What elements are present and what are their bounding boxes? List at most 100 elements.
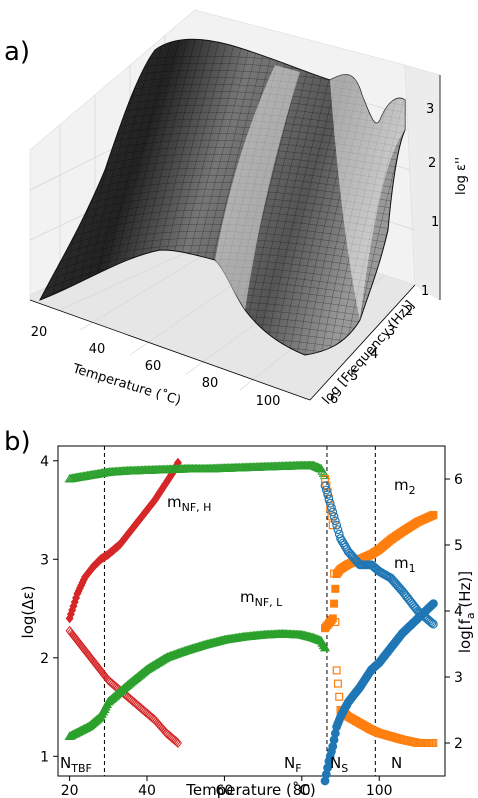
mode-label-m1: m1 (394, 554, 416, 575)
data-point (427, 618, 437, 628)
phase-main: N (60, 754, 71, 772)
x-ticks-a: 20 40 60 80 100 (31, 325, 281, 409)
y-right-tick-label: 2 (454, 736, 463, 752)
data-point (426, 617, 435, 627)
phase-label-nf: NF (284, 754, 302, 775)
surface-highlight-right (330, 74, 405, 320)
phase-label-ns: NS (330, 754, 348, 775)
mode-main: m (394, 476, 409, 494)
y-left-tick-label: 4 (40, 454, 49, 470)
x-tick-label: 80 (293, 783, 311, 798)
mode-main: m (394, 554, 409, 572)
x-tick: 20 (31, 325, 48, 340)
phase-sub: S (341, 762, 348, 775)
series-layer (64, 457, 438, 786)
mode-label-mnfl: mNF, L (240, 588, 283, 609)
data-point (329, 512, 339, 521)
data-point (333, 525, 343, 534)
x-tick-label: 100 (366, 783, 393, 798)
phase-sub: TBF (70, 762, 92, 775)
phase-main: N (391, 754, 402, 772)
mode-sub: NF, H (182, 501, 212, 514)
y-tick: 1 (421, 284, 429, 299)
y-left-ticks: 1 2 3 4 (40, 454, 58, 765)
data-point (309, 461, 320, 470)
mode-main: m (240, 588, 255, 606)
y-right-label-main: log[f (456, 618, 474, 653)
x-tick: 80 (202, 376, 219, 391)
data-point (158, 723, 167, 734)
data-point (339, 540, 349, 550)
x-ticks-b: 20 40 60 80 100 (61, 776, 393, 798)
series-m_1-right (320, 481, 438, 629)
data-point (312, 462, 323, 471)
data-point (328, 507, 338, 517)
data-point (319, 642, 331, 652)
y-right-ticks: 2 3 4 5 6 (445, 472, 463, 752)
x-tick: 100 (256, 394, 281, 409)
z-tick: 1 (431, 215, 439, 230)
mesh-line (20, 385, 420, 429)
data-point (336, 534, 345, 543)
y-right-tick-label: 3 (454, 670, 463, 686)
x-tick: 60 (145, 359, 162, 374)
data-point (332, 666, 341, 675)
series-m_NF,L-left (64, 628, 331, 741)
y-axis-edge (309, 284, 416, 401)
data-point (310, 461, 322, 471)
data-point (428, 619, 438, 629)
data-point (308, 460, 319, 470)
mode-label-mnfh: mNF, H (167, 493, 211, 514)
z-ticks-a: 1 2 3 (426, 102, 439, 230)
y-right-tick-label: 5 (454, 538, 463, 554)
data-point (429, 738, 438, 747)
y-left-tick-label: 1 (40, 749, 49, 765)
y-right-tick-label: 6 (454, 472, 463, 488)
series-m_NF,H-left (65, 457, 182, 624)
phase-main: N (284, 754, 295, 772)
mesh-line (20, 392, 420, 436)
data-point (331, 584, 340, 593)
mesh-line (20, 378, 420, 422)
data-point (337, 536, 347, 545)
x-tick-label: 40 (138, 783, 156, 798)
panel-b-label: b) (4, 427, 31, 457)
y-tick: 4 (370, 347, 378, 362)
y-left-tick-label: 2 (40, 651, 49, 667)
y-right-label-end: (Hz)] (456, 571, 474, 612)
data-point (330, 569, 339, 578)
y-right-label: log[fa (Hz)] (456, 571, 477, 653)
data-point (328, 521, 337, 530)
mode-main: m (167, 493, 182, 511)
series-m_NF,L-right (64, 460, 331, 483)
data-point (331, 617, 340, 626)
series-m_2-left (321, 510, 438, 633)
phase-main: N (330, 754, 341, 772)
data-point (332, 520, 342, 530)
mesh-line (20, 399, 420, 443)
z-tick: 2 (428, 156, 436, 171)
data-point (428, 599, 438, 609)
x-tick-label: 60 (215, 783, 233, 798)
data-point (313, 462, 324, 472)
data-point (335, 692, 344, 701)
y-ticks-a: 1 2 3 4 5 6 (330, 284, 429, 407)
data-point (338, 538, 348, 548)
data-point (154, 719, 163, 730)
y-tick: 2 (405, 304, 413, 319)
data-point (157, 722, 166, 733)
data-point (330, 516, 340, 526)
phase-label-ntbf: NTBF (60, 754, 92, 775)
plot-frame (57, 445, 446, 777)
z-tick: 3 (426, 102, 434, 117)
surface-highlight (215, 65, 300, 310)
x-label-b: Temperature (˚C) (185, 781, 315, 798)
panel-a: a) (4, 9, 469, 443)
data-point (333, 679, 342, 688)
data-point (155, 720, 164, 731)
data-point (327, 503, 336, 513)
x-tick: 40 (89, 342, 106, 357)
data-point (321, 485, 331, 495)
y-tick: 3 (387, 324, 395, 339)
